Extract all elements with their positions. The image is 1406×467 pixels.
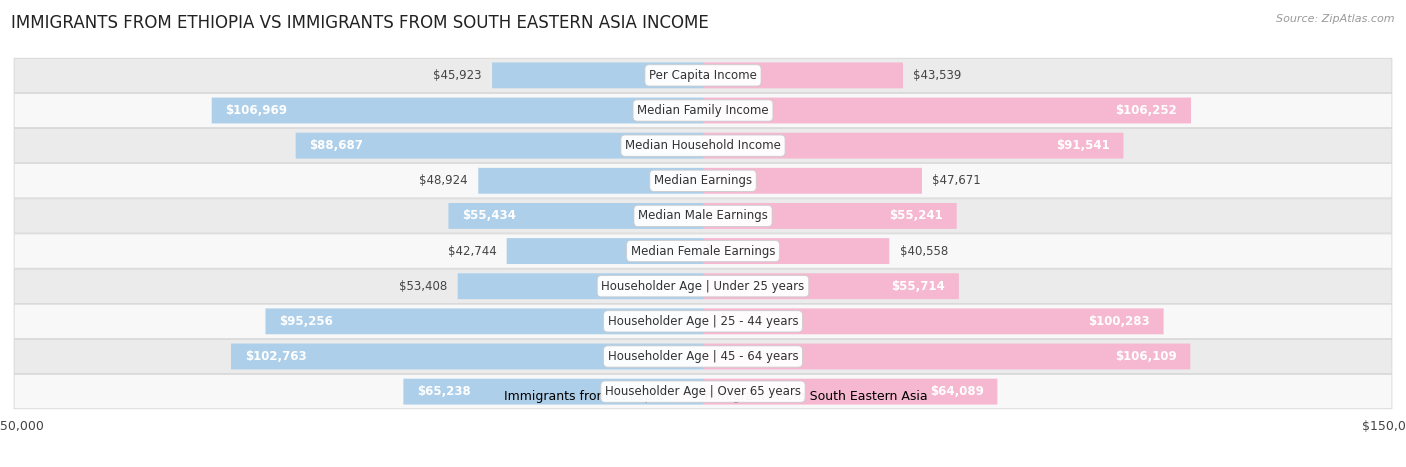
FancyBboxPatch shape (14, 58, 1392, 92)
FancyBboxPatch shape (295, 133, 703, 159)
FancyBboxPatch shape (703, 344, 1191, 369)
FancyBboxPatch shape (14, 234, 1392, 268)
FancyBboxPatch shape (14, 269, 1392, 304)
Text: Householder Age | 25 - 44 years: Householder Age | 25 - 44 years (607, 315, 799, 328)
FancyBboxPatch shape (14, 340, 1392, 374)
Text: $42,744: $42,744 (447, 245, 496, 258)
FancyBboxPatch shape (506, 238, 703, 264)
FancyBboxPatch shape (266, 308, 703, 334)
Text: $64,089: $64,089 (929, 385, 984, 398)
FancyBboxPatch shape (703, 379, 997, 404)
FancyBboxPatch shape (478, 168, 703, 194)
Text: $48,924: $48,924 (419, 174, 468, 187)
Text: $40,558: $40,558 (900, 245, 948, 258)
Text: Per Capita Income: Per Capita Income (650, 69, 756, 82)
Text: $45,923: $45,923 (433, 69, 482, 82)
FancyBboxPatch shape (703, 203, 956, 229)
Text: $55,434: $55,434 (463, 209, 516, 222)
FancyBboxPatch shape (231, 344, 703, 369)
FancyBboxPatch shape (14, 199, 1392, 233)
FancyBboxPatch shape (703, 238, 889, 264)
Text: $88,687: $88,687 (309, 139, 363, 152)
Text: Median Male Earnings: Median Male Earnings (638, 209, 768, 222)
FancyBboxPatch shape (703, 133, 1123, 159)
FancyBboxPatch shape (703, 273, 959, 299)
Legend: Immigrants from Ethiopia, Immigrants from South Eastern Asia: Immigrants from Ethiopia, Immigrants fro… (474, 385, 932, 408)
FancyBboxPatch shape (703, 98, 1191, 123)
FancyBboxPatch shape (14, 163, 1392, 198)
Text: Source: ZipAtlas.com: Source: ZipAtlas.com (1277, 14, 1395, 24)
Text: $53,408: $53,408 (399, 280, 447, 293)
FancyBboxPatch shape (14, 304, 1392, 339)
FancyBboxPatch shape (14, 93, 1392, 127)
Text: $106,109: $106,109 (1115, 350, 1177, 363)
Text: $95,256: $95,256 (280, 315, 333, 328)
Text: $102,763: $102,763 (245, 350, 307, 363)
Text: $106,969: $106,969 (225, 104, 287, 117)
Text: Median Household Income: Median Household Income (626, 139, 780, 152)
Text: Householder Age | Under 25 years: Householder Age | Under 25 years (602, 280, 804, 293)
FancyBboxPatch shape (404, 379, 703, 404)
Text: $43,539: $43,539 (914, 69, 962, 82)
Text: $106,252: $106,252 (1115, 104, 1177, 117)
FancyBboxPatch shape (212, 98, 703, 123)
Text: $55,714: $55,714 (891, 280, 945, 293)
FancyBboxPatch shape (703, 168, 922, 194)
Text: Householder Age | Over 65 years: Householder Age | Over 65 years (605, 385, 801, 398)
Text: IMMIGRANTS FROM ETHIOPIA VS IMMIGRANTS FROM SOUTH EASTERN ASIA INCOME: IMMIGRANTS FROM ETHIOPIA VS IMMIGRANTS F… (11, 14, 709, 32)
Text: $55,241: $55,241 (889, 209, 943, 222)
FancyBboxPatch shape (14, 375, 1392, 409)
Text: Median Earnings: Median Earnings (654, 174, 752, 187)
Text: Median Female Earnings: Median Female Earnings (631, 245, 775, 258)
FancyBboxPatch shape (703, 308, 1164, 334)
FancyBboxPatch shape (492, 63, 703, 88)
FancyBboxPatch shape (703, 63, 903, 88)
FancyBboxPatch shape (458, 273, 703, 299)
Text: $100,283: $100,283 (1088, 315, 1150, 328)
FancyBboxPatch shape (14, 128, 1392, 163)
Text: $47,671: $47,671 (932, 174, 981, 187)
Text: Median Family Income: Median Family Income (637, 104, 769, 117)
Text: $91,541: $91,541 (1056, 139, 1109, 152)
FancyBboxPatch shape (449, 203, 703, 229)
Text: $65,238: $65,238 (418, 385, 471, 398)
Text: Householder Age | 45 - 64 years: Householder Age | 45 - 64 years (607, 350, 799, 363)
